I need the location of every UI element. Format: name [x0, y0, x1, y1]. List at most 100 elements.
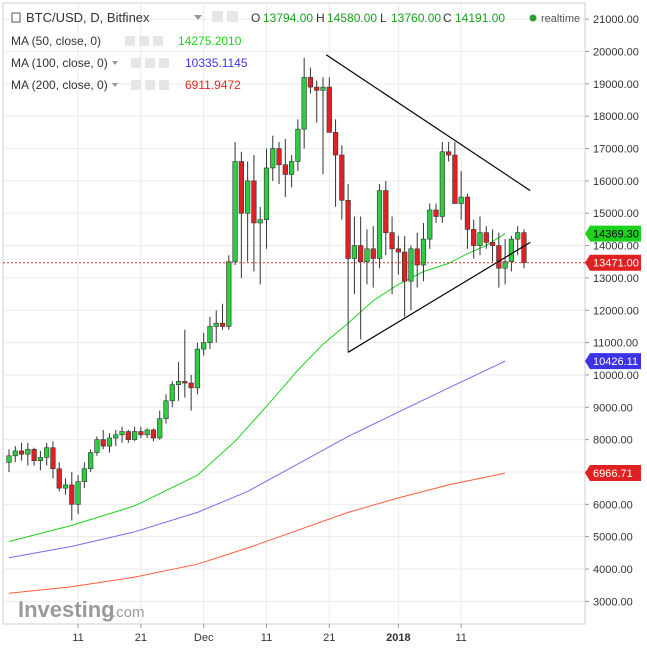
- plot-frame: [2, 2, 586, 625]
- gear-icon[interactable]: [139, 36, 149, 46]
- candle-body: [94, 439, 100, 453]
- candle-body: [376, 190, 383, 259]
- candle: [31, 447, 37, 466]
- candle-body: [307, 77, 314, 88]
- candle: [251, 155, 257, 272]
- price-tag-label: 10426.11: [593, 356, 638, 368]
- candle-body: [295, 128, 301, 162]
- chevron-down-icon[interactable]: [112, 83, 118, 87]
- x-tick-label: 11: [72, 632, 83, 644]
- candle: [44, 442, 50, 466]
- y-tick-label: 4000.00: [593, 564, 633, 576]
- candle-body: [339, 154, 345, 201]
- candle-body: [62, 484, 69, 489]
- candle-body: [332, 132, 339, 156]
- candle: [276, 142, 282, 185]
- candle: [125, 429, 131, 443]
- candle-body: [445, 151, 452, 156]
- candle: [81, 462, 87, 489]
- candle: [301, 57, 307, 149]
- candle-body: [44, 447, 50, 458]
- candle: [201, 332, 207, 356]
- candle: [157, 410, 163, 440]
- candle-body: [408, 248, 414, 282]
- high-label: H: [316, 11, 325, 25]
- gear-icon[interactable]: [145, 80, 155, 90]
- candle-body: [276, 148, 282, 166]
- indicator-value: 6911.9472: [185, 78, 241, 92]
- candle-body: [508, 238, 515, 263]
- candle-body: [157, 418, 163, 439]
- y-tick-label: 20000.00: [593, 47, 639, 59]
- candle-body: [270, 148, 276, 169]
- candle-body: [489, 242, 496, 246]
- price-tag-bg: [585, 465, 641, 482]
- y-tick-label: 16000.00: [593, 176, 639, 188]
- close-icon[interactable]: [159, 58, 169, 68]
- price-tag: 6966.71: [585, 465, 641, 482]
- close-icon[interactable]: [159, 80, 169, 90]
- candle-body: [144, 429, 150, 436]
- candle: [106, 433, 113, 453]
- indicator-label: MA (200, close, 0): [11, 78, 108, 92]
- candle-body: [420, 238, 427, 266]
- candle-body: [169, 384, 175, 402]
- collapse-icon[interactable]: [11, 12, 21, 23]
- candle: [483, 226, 489, 249]
- time-axis[interactable]: 11 21 Dec 11 21 2018 11: [72, 624, 467, 644]
- candle: [439, 142, 445, 223]
- candle-body: [402, 251, 408, 282]
- candle: [420, 222, 427, 282]
- y-tick-label: 12000.00: [593, 305, 639, 317]
- candle: [376, 184, 383, 269]
- candle-body: [232, 161, 238, 263]
- candle: [345, 184, 351, 353]
- gear-icon[interactable]: [227, 11, 238, 22]
- price-tag: 14369.30: [585, 225, 641, 242]
- candle-body: [163, 400, 169, 419]
- moving-averages: [8, 233, 506, 594]
- low-value: 13760.00: [391, 11, 441, 25]
- candle: [132, 426, 138, 442]
- candle: [188, 374, 194, 411]
- candle: [288, 155, 295, 188]
- price-tag-label: 13471.00: [593, 258, 639, 270]
- candle: [433, 203, 439, 223]
- eye-icon[interactable]: [125, 36, 135, 46]
- indicator-ma200[interactable]: MA (200, close, 0) 6911.9472: [11, 78, 241, 92]
- candle: [339, 145, 345, 220]
- symbol-title[interactable]: BTC/USD, D, Bitfinex: [26, 10, 150, 25]
- indicator-ma50[interactable]: MA (50, close, 0) 14275.2010: [11, 34, 242, 48]
- candle-body: [351, 245, 358, 259]
- candle-body: [106, 437, 113, 447]
- candle-body: [515, 232, 521, 240]
- candle-body: [483, 232, 489, 243]
- eye-icon[interactable]: [131, 58, 141, 68]
- eye-icon[interactable]: [212, 11, 223, 22]
- candle: [175, 362, 182, 401]
- candle-body: [81, 468, 87, 482]
- y-tick-label: 10000.00: [593, 370, 639, 382]
- price-tag-label: 6966.71: [593, 468, 633, 480]
- candle: [138, 426, 144, 439]
- price-axis[interactable]: 3000.004000.005000.006000.007000.008000.…: [585, 14, 639, 608]
- chevron-down-icon[interactable]: [194, 15, 202, 20]
- gear-icon[interactable]: [145, 58, 155, 68]
- candle-body: [194, 348, 201, 389]
- logo-suffix: .com: [112, 604, 145, 621]
- candle: [6, 449, 12, 472]
- x-tick-label: 2018: [386, 632, 410, 644]
- indicator-ma100[interactable]: MA (100, close, 0) 10335.1145: [11, 56, 248, 70]
- x-tick-label: 21: [135, 632, 147, 644]
- chevron-down-icon[interactable]: [112, 61, 118, 65]
- price-tag-bg: [585, 254, 641, 271]
- close-icon[interactable]: [153, 36, 163, 46]
- price-tag-label: 14369.30: [593, 229, 639, 241]
- y-tick-label: 15000.00: [593, 208, 639, 220]
- x-tick-label: Dec: [194, 632, 214, 644]
- candle-body: [364, 248, 370, 263]
- candle-body: [219, 322, 226, 327]
- eye-icon[interactable]: [131, 80, 141, 90]
- candle: [37, 450, 43, 471]
